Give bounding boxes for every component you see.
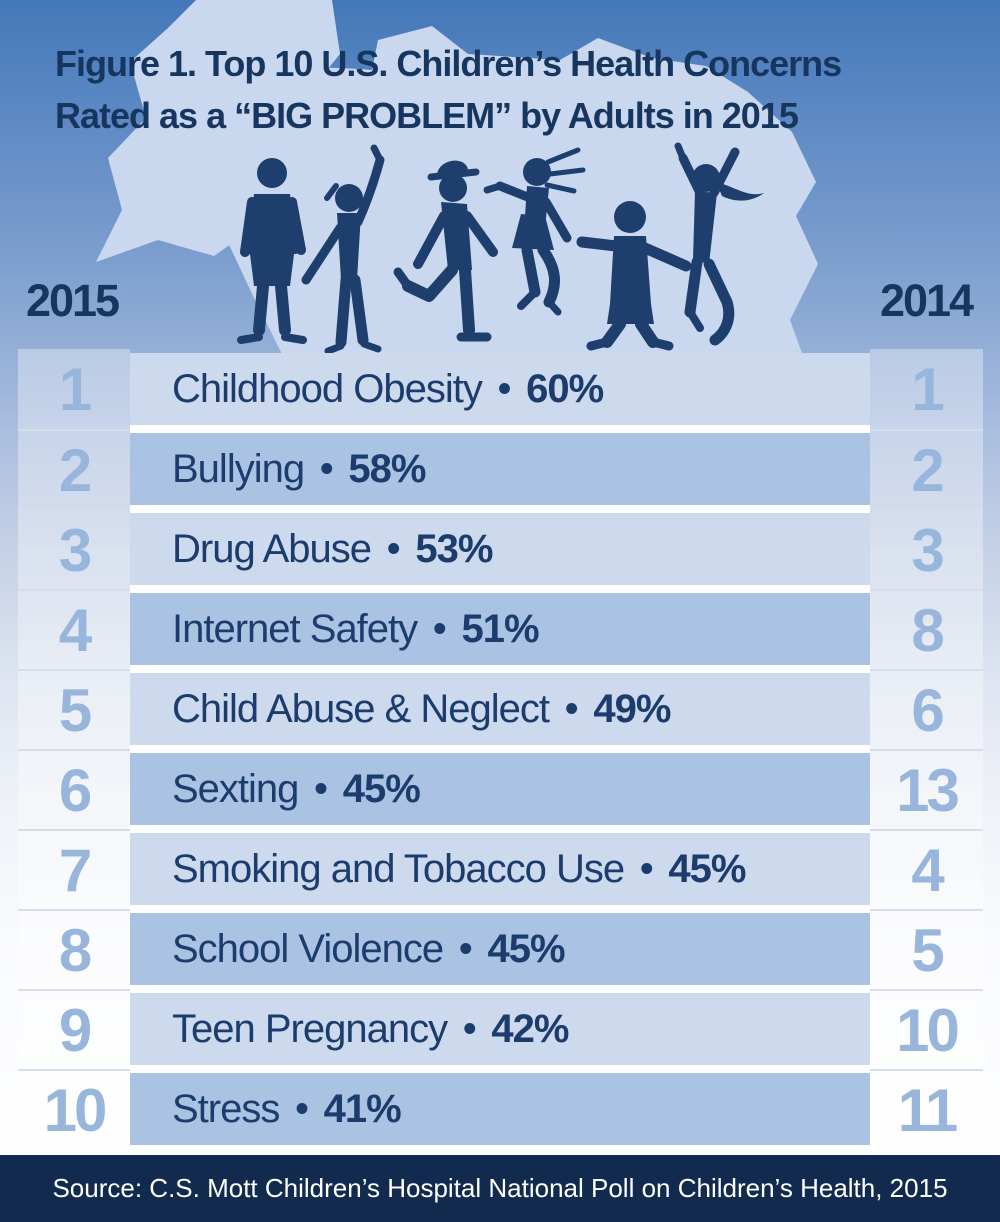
list-item: Smoking and Tobacco Use • 45%: [130, 833, 870, 905]
concern-label: Bullying: [172, 446, 305, 491]
list-item: Teen Pregnancy • 42%: [130, 993, 870, 1065]
year-header-2015: 2015: [25, 275, 120, 326]
concern-percentage: 60%: [526, 366, 604, 411]
concern-label: Stress: [172, 1086, 280, 1131]
source-text: Source: C.S. Mott Children’s Hospital Na…: [52, 1173, 948, 1203]
list-item: Sexting • 45%: [130, 753, 870, 825]
concern-label: Drug Abuse: [172, 526, 372, 571]
rank-number: 3: [18, 509, 130, 589]
bullet-separator: •: [640, 847, 653, 890]
list-item: Bullying • 58%: [130, 433, 870, 505]
concern-label: Sexting: [172, 766, 299, 811]
concern-percentage: 49%: [593, 686, 671, 731]
bullet-separator: •: [497, 367, 511, 410]
concern-percentage: 51%: [461, 606, 539, 651]
rank-number: 5: [18, 669, 130, 749]
child-silhouette-small-boy: [576, 201, 692, 351]
list-item: Stress • 41%: [130, 1073, 870, 1145]
rank-number: 9: [18, 989, 130, 1069]
figure-title: Figure 1. Top 10 U.S. Children’s Health …: [55, 38, 895, 142]
bullet-separator: •: [295, 1087, 308, 1130]
bullet-separator: •: [320, 447, 333, 490]
list-item: School Violence • 45%: [130, 913, 870, 985]
bullet-separator: •: [565, 687, 578, 730]
rank-number: 11: [870, 1069, 983, 1149]
rank-number: 8: [870, 589, 983, 669]
concern-percentage: 53%: [415, 526, 493, 571]
concern-label: Childhood Obesity: [172, 366, 483, 411]
source-bar: Source: C.S. Mott Children’s Hospital Na…: [0, 1155, 1000, 1222]
rank-number: 1: [58, 355, 92, 423]
figure-title-line2: Rated as a “BIG PROBLEM” by Adults in 20…: [55, 95, 799, 136]
rank-number: 8: [18, 909, 130, 989]
rank-column-2015: 1 2 3 4 5 6 7 8 9 10: [18, 349, 130, 1149]
concern-list: Childhood Obesity • 60% Bullying • 58% D…: [130, 353, 870, 1153]
concern-label: Child Abuse & Neglect: [172, 686, 550, 731]
rank-number: 4: [870, 829, 983, 909]
concern-percentage: 45%: [487, 926, 565, 971]
concern-percentage: 58%: [348, 446, 426, 491]
rank-number: 3: [870, 509, 983, 589]
bullet-separator: •: [459, 927, 472, 970]
child-silhouette-jumping-girl: [483, 147, 586, 316]
rank-number: 2: [18, 429, 130, 509]
list-item: Drug Abuse • 53%: [130, 513, 870, 585]
bullet-separator: •: [463, 1007, 476, 1050]
concern-label: Smoking and Tobacco Use: [172, 846, 625, 891]
rank-number: 7: [18, 829, 130, 909]
bullet-separator: •: [387, 527, 400, 570]
list-item: Child Abuse & Neglect • 49%: [130, 673, 870, 745]
list-item: Internet Safety • 51%: [130, 593, 870, 665]
concern-percentage: 42%: [491, 1006, 569, 1051]
child-silhouette-standing-boy: [237, 158, 307, 344]
year-header-2014: 2014: [879, 275, 974, 326]
rank-number: 6: [870, 669, 983, 749]
rank-number: 2: [870, 429, 983, 509]
rank-number: 10: [18, 1069, 130, 1149]
rank-number: 4: [18, 589, 130, 669]
child-silhouette-leaping-girl: [674, 142, 764, 346]
list-item: Childhood Obesity • 60%: [130, 353, 870, 425]
rank-number: 13: [870, 749, 983, 829]
concern-percentage: 45%: [342, 766, 421, 811]
rank-number: 10: [870, 989, 983, 1069]
rank-number: 6: [18, 749, 130, 829]
child-silhouette-boy-with-hat: [393, 160, 498, 342]
concern-percentage: 41%: [323, 1086, 402, 1131]
rank-number: 5: [870, 909, 983, 989]
bullet-separator: •: [433, 607, 446, 650]
figure-title-line1: Figure 1. Top 10 U.S. Children’s Health …: [55, 43, 842, 84]
concern-label: School Violence: [172, 926, 444, 971]
concern-label: Internet Safety: [172, 606, 418, 651]
child-silhouette-girl-raised-arm: [301, 144, 385, 355]
rank-number: 1: [911, 355, 944, 423]
rank-column-2014: 1 2 3 8 6 13 4 5 10 11: [870, 349, 983, 1149]
bullet-separator: •: [314, 767, 327, 810]
concern-percentage: 45%: [668, 846, 746, 891]
concern-label: Teen Pregnancy: [172, 1006, 448, 1051]
